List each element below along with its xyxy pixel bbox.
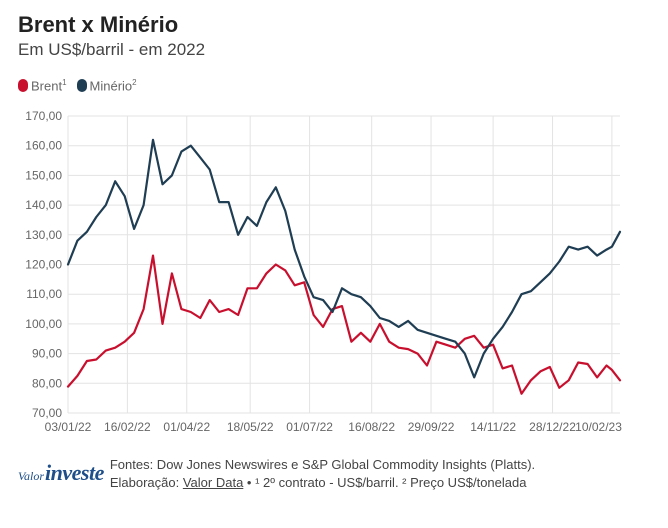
legend-label-minerio: Minério2 <box>89 78 137 94</box>
series-line-minerio <box>66 138 622 379</box>
chart-footer: Valor investe Fontes: Dow Jones Newswire… <box>18 456 535 492</box>
y-tick-label: 150,00 <box>25 168 62 182</box>
x-tick-label: 03/01/22 <box>45 420 92 434</box>
sources-line: Fontes: Dow Jones Newswires e S&P Global… <box>109 457 536 472</box>
legend-item-brent[interactable]: Brent1 <box>18 78 67 93</box>
x-tick-label: 14/11/22 <box>470 420 516 434</box>
x-tick-label: 10/02/23 <box>575 420 622 434</box>
x-tick-label: 18/05/22 <box>227 420 274 434</box>
x-tick-label: 28/12/22 <box>529 420 576 434</box>
chart-subtitle: Em US$/barril - em 2022 <box>18 40 206 59</box>
legend-item-minerio[interactable]: Minério2 <box>76 78 137 94</box>
x-tick-label: 01/04/22 <box>163 420 210 434</box>
y-tick-label: 170,00 <box>25 109 62 123</box>
legend-label-brent: Brent1 <box>31 78 67 94</box>
logo-investe-text: investe <box>45 460 104 485</box>
minerio-swatch <box>76 79 87 93</box>
y-tick-label: 160,00 <box>25 139 62 153</box>
y-tick-label: 120,00 <box>25 258 62 272</box>
x-tick-label: 16/02/22 <box>104 420 151 434</box>
y-tick-label: 70,00 <box>32 406 62 420</box>
chart-title: Brent x Minério <box>18 12 179 37</box>
x-tick-label: 29/09/22 <box>408 420 455 434</box>
y-tick-label: 100,00 <box>25 317 62 331</box>
x-tick-label: 01/07/22 <box>286 420 333 434</box>
y-tick-label: 110,00 <box>26 287 62 301</box>
y-tick-label: 130,00 <box>25 228 62 242</box>
valor-data-link[interactable]: Valor Data <box>182 475 244 490</box>
y-tick-label: 80,00 <box>32 376 62 390</box>
line-chart: 70,00 80,00 90,00 100,00 110,00 120,00 130,00 1… <box>25 109 622 434</box>
source-notes: Fontes: Dow Jones Newswires e S&P Global… <box>110 456 535 492</box>
y-tick-label: 90,00 <box>32 347 62 361</box>
chart-legend: Brent1 Minério2 <box>18 78 137 93</box>
elaboration-line: Elaboração: Valor Data • ¹ 2º contrato -… <box>109 475 527 490</box>
logo-valor-text: Valor <box>18 469 45 483</box>
brent-swatch <box>18 79 28 93</box>
x-tick-label: 16/08/22 <box>348 420 395 434</box>
series-line-brent <box>66 254 622 395</box>
valor-investe-logo[interactable]: Valor investe <box>18 460 104 486</box>
y-tick-label: 140,00 <box>25 198 62 212</box>
